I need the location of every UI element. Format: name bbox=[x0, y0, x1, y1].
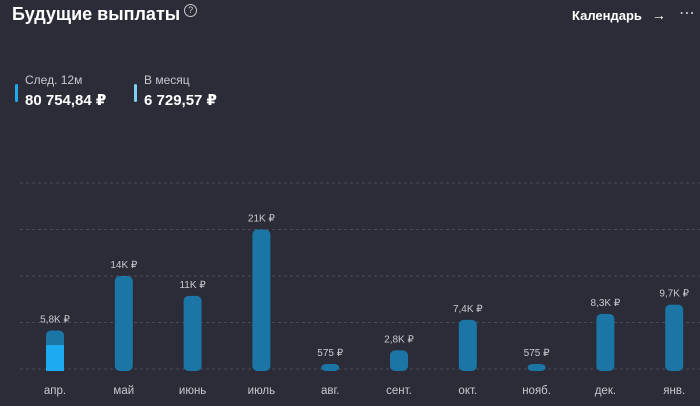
calendar-label: Календарь bbox=[572, 7, 642, 23]
bar-3[interactable] bbox=[183, 295, 202, 371]
data-label: 575 ₽ bbox=[524, 348, 550, 359]
bar-6[interactable] bbox=[390, 350, 408, 371]
data-label: 9,7K ₽ bbox=[659, 289, 689, 300]
x-tick-label: апр. bbox=[44, 385, 66, 397]
x-tick-label: авг. bbox=[321, 385, 340, 397]
bar-9[interactable] bbox=[596, 313, 615, 371]
data-label: 5,8K ₽ bbox=[40, 314, 70, 325]
header: Будущие выплаты ? bbox=[12, 4, 198, 25]
page-title: Будущие выплаты bbox=[12, 4, 181, 24]
arrow-right-icon: → bbox=[651, 7, 666, 23]
bar-8[interactable] bbox=[527, 364, 546, 371]
bar-4[interactable] bbox=[252, 229, 271, 372]
stat-label: След. 12м bbox=[25, 73, 83, 87]
bar-highlight bbox=[46, 345, 64, 371]
x-tick-label: июнь bbox=[179, 385, 206, 397]
bar-chart: 5,8K ₽ апр. 14K ₽ май 11K ₽ июнь 21K ₽ июль 575 … bbox=[20, 182, 700, 397]
bar-10[interactable] bbox=[665, 304, 684, 371]
data-label: 11K ₽ bbox=[179, 280, 206, 291]
stat-label: В месяц bbox=[144, 73, 190, 87]
question-circle-icon[interactable]: ? bbox=[184, 4, 198, 17]
calendar-link[interactable]: Календарь → bbox=[572, 7, 666, 23]
data-label: 8,3K ₽ bbox=[591, 298, 621, 309]
stat-color-marker bbox=[15, 84, 18, 102]
stat-color-marker bbox=[134, 84, 137, 102]
data-label: 7,4K ₽ bbox=[453, 304, 483, 315]
data-label: 2,8K ₽ bbox=[384, 334, 414, 345]
more-options-icon[interactable]: ⋯ bbox=[679, 5, 696, 22]
bar-5[interactable] bbox=[321, 364, 340, 371]
x-tick-label: сент. bbox=[386, 385, 412, 397]
x-tick-label: янв. bbox=[663, 385, 685, 397]
stat-value: 6 729,57 ₽ bbox=[144, 92, 217, 109]
x-tick-label: окт. bbox=[458, 385, 477, 397]
data-label: 21K ₽ bbox=[248, 214, 276, 225]
data-label: 575 ₽ bbox=[317, 348, 343, 359]
stat-next-12m: След. 12м 80 754,84 ₽ bbox=[15, 73, 106, 109]
bar-2[interactable] bbox=[114, 276, 133, 371]
x-tick-label: июль bbox=[248, 385, 276, 397]
data-label: 14K ₽ bbox=[110, 260, 138, 271]
x-tick-label: дек. bbox=[595, 385, 616, 397]
x-tick-label: май bbox=[113, 385, 134, 397]
x-tick-label: нояб. bbox=[522, 385, 551, 397]
stat-value: 80 754,84 ₽ bbox=[25, 92, 107, 109]
stat-per-month: В месяц 6 729,57 ₽ bbox=[134, 73, 217, 109]
bar-7[interactable] bbox=[458, 319, 477, 371]
